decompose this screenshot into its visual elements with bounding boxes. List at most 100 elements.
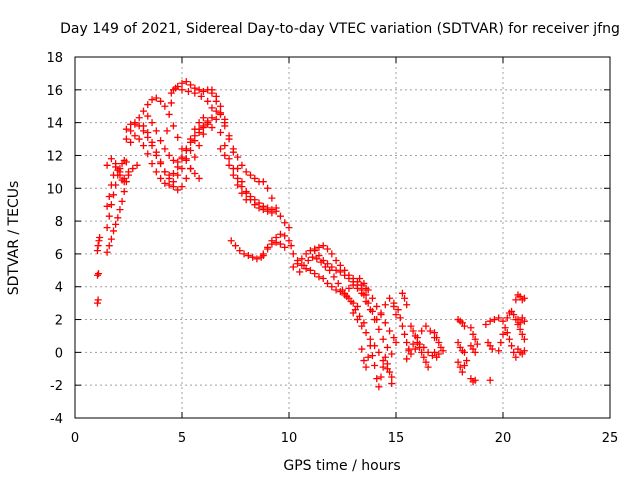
data-point <box>238 189 246 197</box>
series-arc-23 <box>349 309 396 381</box>
data-point <box>422 322 430 330</box>
data-point <box>460 361 468 369</box>
data-point <box>324 279 332 287</box>
data-point <box>182 156 190 164</box>
data-point <box>161 179 169 187</box>
data-point <box>392 339 400 347</box>
data-point <box>463 357 471 365</box>
data-point <box>341 271 349 279</box>
data-point <box>255 204 263 212</box>
data-point <box>135 114 143 122</box>
data-point <box>157 97 165 105</box>
data-point <box>454 339 462 347</box>
data-point <box>490 316 498 324</box>
x-tick-label: 20 <box>495 431 512 446</box>
x-tick-label: 15 <box>388 431 405 446</box>
data-point <box>482 320 490 328</box>
data-point <box>309 253 317 261</box>
data-point <box>212 115 220 123</box>
data-point <box>420 353 428 361</box>
data-point <box>184 87 192 95</box>
data-point <box>249 253 257 261</box>
data-point <box>418 348 426 356</box>
y-tick-label: 0 <box>55 346 63 361</box>
data-point <box>467 324 475 332</box>
data-point <box>253 255 261 263</box>
data-point <box>105 192 113 200</box>
data-point <box>165 181 173 189</box>
data-point <box>287 242 295 250</box>
data-point <box>199 87 207 95</box>
data-point <box>95 270 103 278</box>
data-point <box>244 252 252 260</box>
data-point <box>94 242 102 250</box>
data-point <box>110 191 118 199</box>
data-point <box>144 150 152 158</box>
data-point <box>420 343 428 351</box>
data-point <box>433 334 441 342</box>
data-point <box>281 243 289 251</box>
data-point <box>157 158 165 166</box>
data-point <box>390 299 398 307</box>
data-point <box>398 289 406 297</box>
data-point <box>161 168 169 176</box>
series-arc-37 <box>503 307 528 343</box>
data-point <box>413 334 421 342</box>
series-arc-25 <box>358 342 396 391</box>
data-point <box>120 174 128 182</box>
data-point <box>379 363 387 371</box>
data-point <box>122 135 130 143</box>
data-point <box>403 301 411 309</box>
data-point <box>405 345 413 353</box>
data-point <box>460 322 468 330</box>
data-point <box>197 92 205 100</box>
data-point <box>208 124 216 132</box>
data-point <box>238 161 246 169</box>
data-point <box>304 256 312 264</box>
data-point <box>107 181 115 189</box>
data-point <box>264 207 272 215</box>
data-point <box>163 127 171 135</box>
data-point <box>195 125 203 133</box>
series-arc-17 <box>259 238 289 258</box>
data-point <box>347 297 355 305</box>
data-point <box>103 248 111 256</box>
data-point <box>221 142 229 150</box>
data-point <box>379 335 387 343</box>
tick-layer: 0 5 10 15 20 25 -4 -2 0 2 4 6 8 10 12 14 16 18 <box>46 51 618 446</box>
data-point <box>315 243 323 251</box>
data-point <box>508 342 516 350</box>
data-point <box>167 99 175 107</box>
data-point <box>368 352 376 360</box>
series-arc-16 <box>227 230 295 263</box>
y-tick-label: 4 <box>55 281 63 296</box>
data-point <box>251 201 259 209</box>
data-point <box>505 335 513 343</box>
data-point <box>169 122 177 130</box>
data-point <box>373 316 381 324</box>
data-point <box>285 237 293 245</box>
data-point <box>178 165 186 173</box>
data-point <box>388 350 396 358</box>
series-arc-14 <box>208 86 276 217</box>
data-point <box>148 160 156 168</box>
data-point <box>144 128 152 136</box>
y-tick-label: 6 <box>55 248 63 263</box>
data-point <box>396 314 404 322</box>
data-point <box>495 347 503 355</box>
data-point <box>199 122 207 130</box>
data-point <box>349 309 357 317</box>
data-point <box>302 250 310 258</box>
data-point <box>276 230 284 238</box>
data-point <box>199 114 207 122</box>
data-point <box>424 348 432 356</box>
data-point <box>195 142 203 150</box>
data-point <box>251 174 259 182</box>
data-point <box>362 329 370 337</box>
series-arc-09 <box>127 124 207 189</box>
data-point <box>133 161 141 169</box>
data-point <box>518 330 526 338</box>
data-point <box>520 335 528 343</box>
data-point <box>358 322 366 330</box>
data-point <box>375 325 383 333</box>
